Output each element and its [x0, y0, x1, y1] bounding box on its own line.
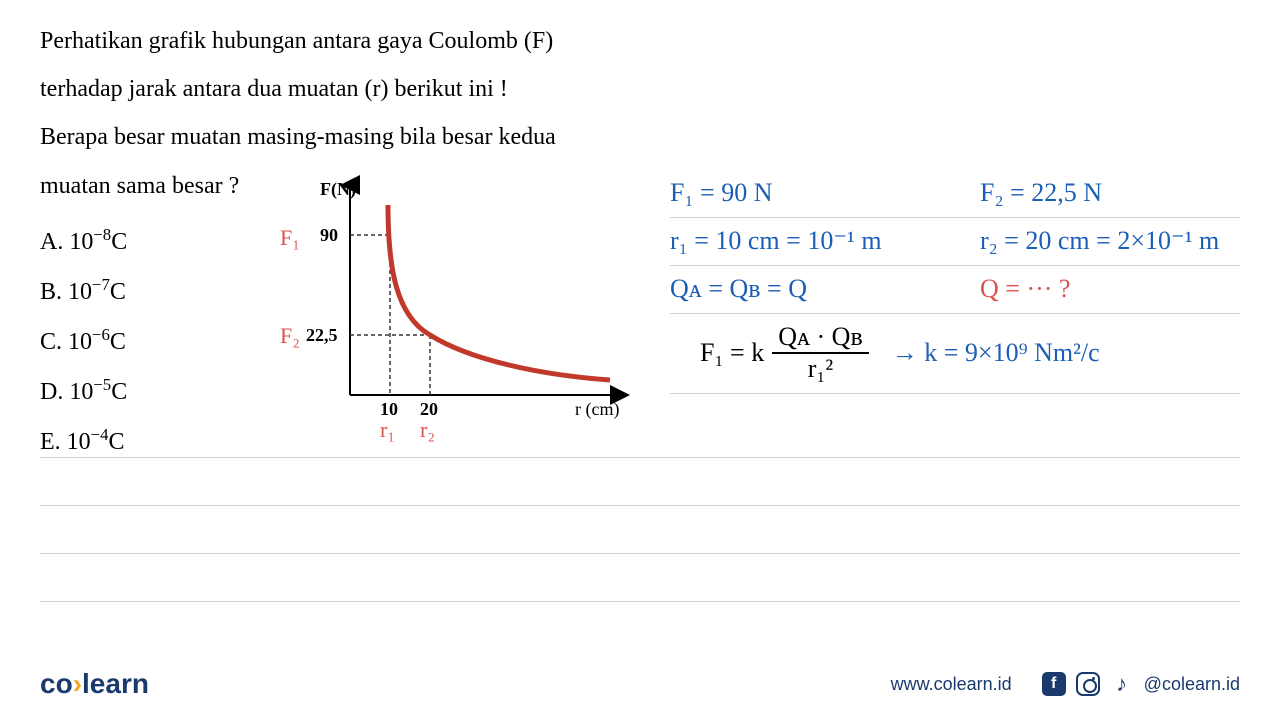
footer-right: www.colearn.id f ♪ @colearn.id: [891, 672, 1240, 696]
ytick-90: 90: [320, 225, 338, 245]
option-d: D. 10−5C: [40, 368, 260, 416]
ytick-225: 22,5: [306, 325, 338, 345]
note-f2: F₂ = 22,5 N: [980, 178, 1240, 208]
eqn-fraction: Qᴀ · Qʙ r₁²: [772, 322, 869, 384]
question-block: Perhatikan grafik hubungan antara gaya C…: [40, 20, 1240, 160]
eqn-denominator: r₁²: [772, 354, 869, 384]
note-f1: F₁ = 90 N: [670, 178, 980, 208]
eqn-numerator: Qᴀ · Qʙ: [772, 322, 869, 354]
note-qa: Qᴀ = Qʙ = Q: [670, 274, 980, 304]
question-line-2: terhadap jarak antara dua muatan (r) ber…: [40, 68, 1240, 111]
note-row-2: r₁ = 10 cm = 10⁻¹ m r₂ = 20 cm = 2×10⁻¹ …: [670, 218, 1240, 266]
note-r2: r₂ = 20 cm = 2×10⁻¹ m: [980, 226, 1240, 256]
option-a: A. 10−8C: [40, 218, 260, 266]
footer-url: www.colearn.id: [891, 674, 1012, 695]
question-line-3: Berapa besar muatan masing-masing bila b…: [40, 116, 1240, 159]
note-row-1: F₁ = 90 N F₂ = 22,5 N: [670, 170, 1240, 218]
social-icons: f ♪ @colearn.id: [1042, 672, 1240, 696]
social-handle: @colearn.id: [1144, 674, 1240, 695]
tiktok-icon: ♪: [1110, 672, 1134, 696]
handwritten-notes: F₁ = 90 N F₂ = 22,5 N r₁ = 10 cm = 10⁻¹ …: [640, 165, 1240, 394]
note-row-3: Qᴀ = Qʙ = Q Q = ··· ?: [670, 266, 1240, 314]
logo-learn: learn: [82, 668, 149, 699]
curve: [388, 205, 610, 380]
y-axis-label: F(N): [320, 179, 356, 200]
graph-column: F(N) r (cm) 90 22,5 10 20 F₁ F₂ r₁ r₂: [260, 165, 640, 445]
logo-accent: ›: [73, 668, 82, 699]
eqn-lhs: F₁ = k: [700, 338, 764, 368]
option-b: B. 10−7C: [40, 268, 260, 316]
note-r1: r₁ = 10 cm = 10⁻¹ m: [670, 226, 980, 256]
footer: co›learn www.colearn.id f ♪ @colearn.id: [40, 668, 1240, 700]
blank-lines: [40, 410, 1240, 602]
facebook-icon: f: [1042, 672, 1066, 696]
instagram-icon: [1076, 672, 1100, 696]
colearn-logo: co›learn: [40, 668, 149, 700]
blank-line: [40, 458, 1240, 506]
note-q-unknown: Q = ··· ?: [980, 274, 1240, 304]
question-line-1: Perhatikan grafik hubungan antara gaya C…: [40, 20, 1240, 63]
eqn-k-value: → k = 9×10⁹ Nm²/c: [892, 338, 1100, 368]
blank-line: [40, 506, 1240, 554]
question-line-4: muatan sama besar ?: [40, 165, 260, 208]
ann-f1: F₁: [280, 225, 300, 250]
coulomb-graph: F(N) r (cm) 90 22,5 10 20 F₁ F₂ r₁ r₂: [260, 175, 640, 445]
blank-line: [40, 410, 1240, 458]
equation-row: F₁ = k Qᴀ · Qʙ r₁² → k = 9×10⁹ Nm²/c: [670, 314, 1240, 394]
logo-co: co: [40, 668, 73, 699]
ann-f2: F₂: [280, 323, 300, 348]
option-c: C. 10−6C: [40, 318, 260, 366]
blank-line: [40, 554, 1240, 602]
